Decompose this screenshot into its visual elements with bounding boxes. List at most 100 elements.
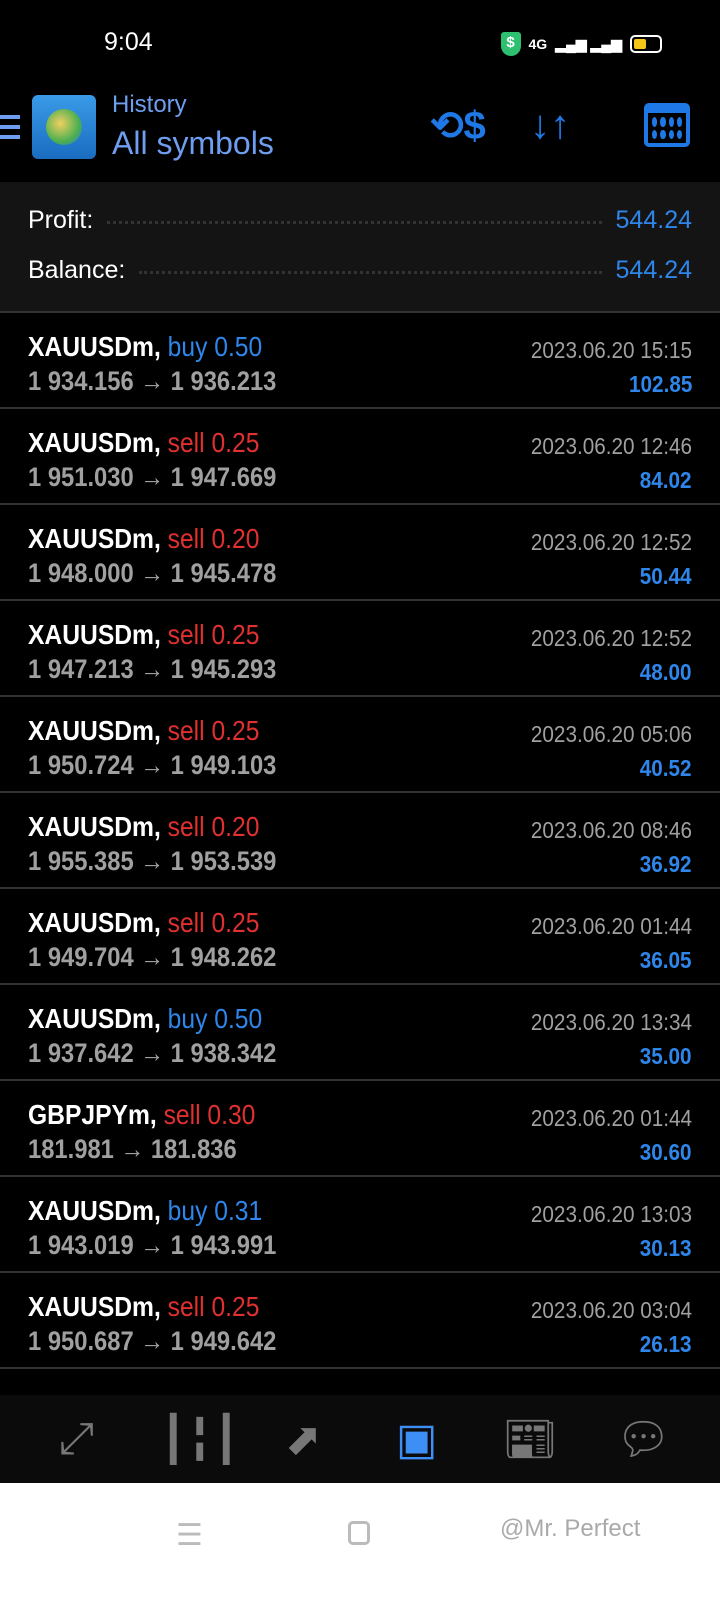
deal-time: 2023.06.20 12:46 [530,433,692,459]
summary-panel: Profit: 544.24 Balance: 544.24 [0,182,720,313]
deal-side: sell [167,715,205,746]
deal-time: 2023.06.20 01:44 [530,913,692,939]
system-nav-bar: ☰ @Mr. Perfect [0,1483,720,1600]
deal-side: sell [167,907,205,938]
app-logo [32,95,96,159]
deal-row[interactable]: XAUUSDm, sell 0.25 1 950.724 → 1 949.103… [0,697,720,793]
deal-symbol: XAUUSDm, sell 0.25 [28,619,260,650]
header: History All symbols ⟲$ ↓↑ [0,85,720,182]
deal-volume: 0.50 [214,331,263,362]
deal-volume: 0.25 [211,427,260,458]
deal-volume: 0.25 [211,619,260,650]
currency-exchange-icon[interactable]: ⟲$ [430,104,486,148]
sort-icon[interactable]: ↓↑ [530,103,570,147]
deal-symbol: XAUUSDm, sell 0.25 [28,715,260,746]
deal-row[interactable]: XAUUSDm, sell 0.20 1 948.000 → 1 945.478… [0,505,720,601]
menu-icon[interactable] [0,115,20,145]
deal-symbol: GBPJPYm, sell 0.30 [28,1099,256,1130]
deal-volume: 0.31 [214,1195,263,1226]
deal-prices: 181.981 → 181.836 [28,1134,237,1164]
deal-row[interactable]: XAUUSDm, sell 0.25 1 951.030 → 1 947.669… [0,409,720,505]
deal-side: buy [167,331,208,362]
deal-row[interactable]: XAUUSDm, buy 0.50 1 937.642 → 1 938.342 … [0,985,720,1081]
deal-volume: 0.25 [211,715,260,746]
signal-icon: ▂▄▆ ▂▄▆ [555,35,622,52]
clock: 9:04 [104,28,153,56]
deal-time: 2023.06.20 01:44 [530,1105,692,1131]
quotes-icon[interactable]: ⤢ [59,1414,95,1463]
deal-symbol: XAUUSDm, sell 0.20 [28,523,260,554]
deal-row[interactable]: XAUUSDm, sell 0.25 1 949.704 → 1 948.262… [0,889,720,985]
deal-side: sell [167,523,205,554]
deal-symbol: XAUUSDm, sell 0.20 [28,811,260,842]
deal-prices: 1 948.000 → 1 945.478 [28,558,277,588]
bottom-nav: ⤢ ┃╏┃ ⬈ ▣ 📰︎ 💬︎ [0,1395,720,1483]
symbol-filter[interactable]: All symbols [112,125,274,161]
deal-profit: 30.60 [640,1139,692,1165]
deal-side: buy [167,1195,208,1226]
battery-icon [630,35,662,53]
deal-volume: 0.30 [207,1099,256,1130]
deal-row[interactable]: XAUUSDm, buy 0.31 1 943.019 → 1 943.991 … [0,1177,720,1273]
deal-profit: 40.52 [640,755,692,781]
deal-time: 2023.06.20 15:15 [530,337,692,363]
chat-icon[interactable]: 💬︎ [615,1415,672,1464]
balance-label: Balance: [28,256,126,284]
deal-side: sell [163,1099,201,1130]
home-button[interactable] [348,1521,370,1545]
deal-symbol: XAUUSDm, buy 0.31 [28,1195,263,1226]
deal-profit: 84.02 [640,467,692,493]
chart-icon[interactable]: ┃╏┃ [159,1414,240,1464]
deal-time: 2023.06.20 12:52 [530,529,692,555]
deal-row[interactable]: GBPJPYm, sell 0.30 181.981 → 181.836 202… [0,1081,720,1177]
deal-side: sell [167,811,205,842]
deal-profit: 35.00 [640,1043,692,1069]
recent-apps-button[interactable]: ☰ [176,1519,203,1552]
deal-prices: 1 947.213 → 1 945.293 [28,654,277,684]
deal-profit: 36.05 [640,947,692,973]
shield-icon: $ [500,32,521,56]
deal-profit: 26.13 [640,1331,692,1357]
deal-prices: 1 955.385 → 1 953.539 [28,846,277,876]
calendar-icon[interactable] [644,103,690,147]
deal-prices: 1 934.156 → 1 936.213 [28,366,277,396]
deal-prices: 1 951.030 → 1 947.669 [28,462,277,492]
deal-prices: 1 950.724 → 1 949.103 [28,750,277,780]
profit-label: Profit: [28,206,94,234]
deal-side: sell [167,427,205,458]
deal-side: sell [167,619,205,650]
deal-profit: 102.85 [628,371,692,397]
deal-prices: 1 950.687 → 1 949.642 [28,1326,277,1356]
deal-symbol: XAUUSDm, sell 0.25 [28,427,260,458]
deal-symbol: XAUUSDm, buy 0.50 [28,1003,263,1034]
profit-value: 544.24 [615,206,692,234]
deal-volume: 0.50 [214,1003,263,1034]
trade-icon[interactable]: ⬈ [284,1414,322,1464]
deal-volume: 0.25 [211,1291,260,1322]
network-type: 4G [528,36,548,52]
deal-time: 2023.06.20 13:03 [530,1201,692,1227]
deal-volume: 0.20 [211,811,260,842]
deal-symbol: XAUUSDm, sell 0.25 [28,907,260,938]
deal-time: 2023.06.20 12:52 [530,625,692,651]
news-icon[interactable]: 📰︎ [502,1415,558,1464]
deal-volume: 0.20 [211,523,260,554]
deal-profit: 36.92 [640,851,692,877]
history-icon[interactable]: ▣ [395,1414,438,1464]
deal-symbol: XAUUSDm, sell 0.25 [28,1291,260,1322]
page-title: History [112,91,187,118]
deal-time: 2023.06.20 05:06 [530,721,692,747]
deal-side: sell [167,1291,205,1322]
deal-volume: 0.25 [211,907,260,938]
deal-row[interactable]: XAUUSDm, sell 0.25 1 947.213 → 1 945.293… [0,601,720,697]
deal-time: 2023.06.20 03:04 [530,1297,692,1323]
deal-row[interactable]: XAUUSDm, buy 0.50 1 934.156 → 1 936.213 … [0,313,720,409]
deal-profit: 50.44 [640,563,692,589]
deal-time: 2023.06.20 08:46 [530,817,692,843]
deal-symbol: XAUUSDm, buy 0.50 [28,331,263,362]
deal-prices: 1 943.019 → 1 943.991 [28,1230,277,1260]
deal-side: buy [167,1003,208,1034]
deal-row[interactable]: XAUUSDm, sell 0.20 1 955.385 → 1 953.539… [0,793,720,889]
status-bar: 9:04 $ 4G ▂▄▆ ▂▄▆ [0,0,720,85]
deal-row[interactable]: XAUUSDm, sell 0.25 1 950.687 → 1 949.642… [0,1273,720,1369]
